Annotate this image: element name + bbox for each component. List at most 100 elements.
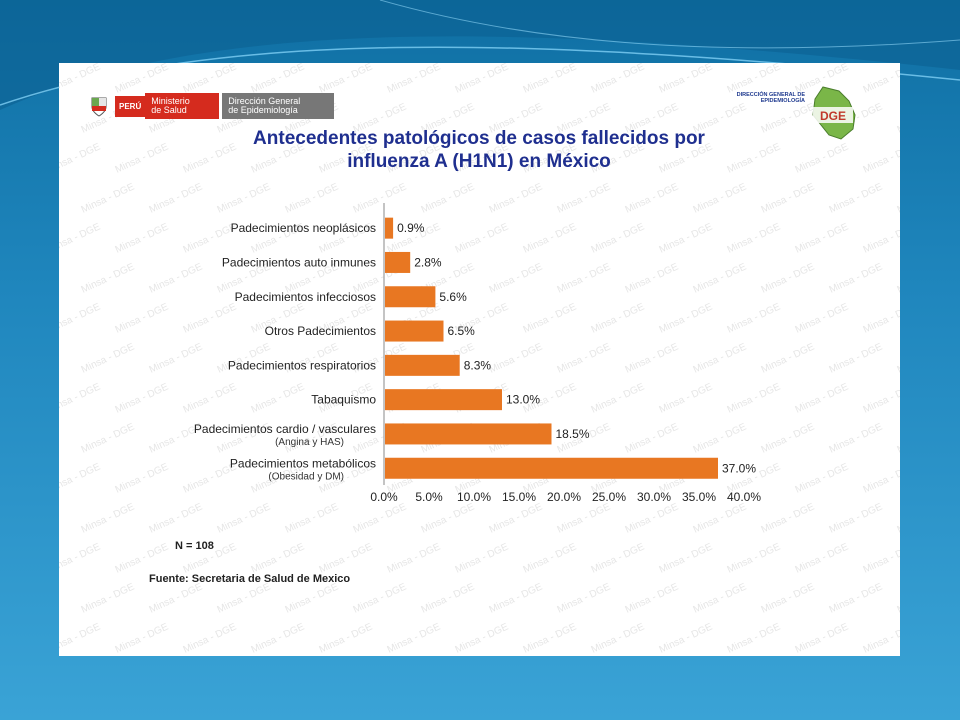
watermark-text: Minsa - DGE	[386, 63, 443, 96]
watermark-text: Minsa - DGE	[794, 541, 851, 575]
watermark-text: Minsa - DGE	[488, 581, 545, 615]
watermark-text: Minsa - DGE	[114, 141, 171, 175]
watermark-text: Minsa - DGE	[352, 581, 409, 615]
watermark-text: Minsa - DGE	[726, 541, 783, 575]
bar	[385, 286, 436, 308]
data-label: 13.0%	[506, 393, 540, 407]
category-sublabel: (Obesidad y DM)	[268, 471, 344, 482]
dge-map-logo: DGE	[812, 86, 856, 140]
x-tick-label: 35.0%	[682, 490, 716, 504]
watermark-text: Minsa - DGE	[420, 581, 477, 615]
x-tick-label: 40.0%	[727, 490, 761, 504]
watermark-text: Minsa - DGE	[556, 581, 613, 615]
dge-right-line1: DIRECCIÓN GENERAL DE	[736, 92, 805, 98]
data-label: 0.9%	[397, 221, 425, 235]
watermark-text: Minsa - DGE	[624, 581, 681, 615]
watermark-text: Minsa - DGE	[454, 541, 511, 575]
watermark-text: Minsa - DGE	[318, 63, 375, 96]
x-tick-label: 10.0%	[457, 490, 491, 504]
watermark-text: Minsa - DGE	[658, 63, 715, 96]
bar	[385, 354, 460, 376]
dge-line2: de Epidemiología	[228, 105, 298, 115]
watermark-text: Minsa - DGE	[760, 581, 817, 615]
x-tick-label: 0.0%	[370, 490, 398, 504]
x-tick-label: 5.0%	[415, 490, 443, 504]
chart-title: Antecedentes patológicos de casos fallec…	[179, 127, 779, 173]
category-sublabel: (Angina y HAS)	[275, 437, 344, 448]
title-line2: influenza A (H1N1) en México	[347, 151, 611, 172]
watermark-text: Minsa - DGE	[896, 101, 900, 135]
watermark-text: Minsa - DGE	[726, 63, 783, 96]
bar	[385, 251, 411, 273]
data-label: 2.8%	[414, 255, 442, 269]
watermark-text: Minsa - DGE	[216, 581, 273, 615]
watermark-text: Minsa - DGE	[182, 63, 239, 96]
bar	[385, 217, 394, 239]
watermark-text: Minsa - DGE	[590, 63, 647, 96]
dge-label: Dirección General de Epidemiología	[222, 93, 335, 119]
watermark-text: Minsa - DGE	[59, 541, 102, 575]
watermark-text: Minsa - DGE	[250, 621, 307, 655]
dge-line1: Dirección General	[228, 96, 301, 106]
watermark-text: Minsa - DGE	[726, 621, 783, 655]
watermark-text: Minsa - DGE	[250, 63, 307, 96]
watermark-text: Minsa - DGE	[692, 581, 749, 615]
bar-chart: Padecimientos neoplásicos 0.9% Padecimient…	[194, 203, 761, 504]
category-label: Tabaquismo	[311, 393, 376, 407]
watermark-text: Minsa - DGE	[114, 63, 171, 96]
bar	[385, 389, 502, 411]
watermark-text: Minsa - DGE	[454, 63, 511, 96]
watermark-text: Minsa - DGE	[59, 63, 102, 96]
watermark-text: Minsa - DGE	[794, 141, 851, 175]
watermark-text: Minsa - DGE	[522, 621, 579, 655]
watermark-text: Minsa - DGE	[114, 621, 171, 655]
data-label: 37.0%	[722, 461, 756, 475]
x-tick-label: 30.0%	[637, 490, 671, 504]
watermark-text: Minsa - DGE	[318, 621, 375, 655]
category-label: Padecimientos infecciosos	[235, 290, 376, 304]
watermark-text: Minsa - DGE	[828, 581, 885, 615]
sample-size-label: N = 108	[175, 540, 214, 552]
category-label: Padecimientos respiratorios	[228, 358, 376, 372]
title-line1: Antecedentes patológicos de casos fallec…	[253, 128, 705, 149]
watermark-text: Minsa - DGE	[386, 541, 443, 575]
watermark-text: Minsa - DGE	[114, 541, 171, 575]
watermark-text: Minsa - DGE	[250, 541, 307, 575]
watermark-text: Minsa - DGE	[148, 581, 205, 615]
peru-label: PERÚ	[115, 95, 146, 117]
category-label: Padecimientos auto inmunes	[222, 255, 376, 269]
watermark-text: Minsa - DGE	[896, 581, 900, 615]
watermark-text: Minsa - DGE	[794, 621, 851, 655]
watermark-text: Minsa - DGE	[658, 621, 715, 655]
dge-right-line2: EPIDEMIOLOGÍA	[760, 98, 805, 104]
watermark-text: Minsa - DGE	[454, 621, 511, 655]
ministerio-line1: Ministerio	[151, 96, 190, 106]
category-label: Padecimientos cardio / vasculares	[194, 422, 376, 436]
watermark-text: Minsa - DGE	[59, 141, 102, 175]
dge-map-mark: DGE	[820, 109, 846, 123]
data-label: 6.5%	[448, 324, 476, 338]
watermark-text: Minsa - DGE	[658, 541, 715, 575]
watermark-text: Minsa - DGE	[318, 541, 375, 575]
watermark-text: Minsa - DGE	[590, 621, 647, 655]
ministerio-line2: de Salud	[151, 105, 187, 115]
bar	[385, 320, 444, 342]
slide-panel: Minsa - DGE Minsa - DGE Minsa - DGE Minsa -…	[59, 63, 900, 656]
data-label: 5.6%	[439, 290, 467, 304]
bar	[385, 423, 552, 445]
dge-right-text: DIRECCIÓN GENERAL DE EPIDEMIOLOGÍA	[709, 92, 805, 104]
watermark-text: Minsa - DGE	[862, 621, 900, 655]
x-tick-label: 20.0%	[547, 490, 581, 504]
watermark-layer: Minsa - DGE Minsa - DGE Minsa - DGE Minsa -…	[59, 63, 900, 656]
watermark-text: Minsa - DGE	[522, 63, 579, 96]
data-label: 18.5%	[556, 427, 590, 441]
x-tick-label: 15.0%	[502, 490, 536, 504]
watermark-text: Minsa - DGE	[862, 541, 900, 575]
watermark-text: Minsa - DGE	[284, 581, 341, 615]
ministerio-label: Ministerio de Salud	[145, 93, 220, 119]
x-tick-label: 25.0%	[592, 490, 626, 504]
category-label: Otros Padecimientos	[265, 324, 376, 338]
watermark-text: Minsa - DGE	[80, 581, 137, 615]
watermark-text: Minsa - DGE	[59, 621, 102, 655]
watermark-text: Minsa - DGE	[182, 621, 239, 655]
